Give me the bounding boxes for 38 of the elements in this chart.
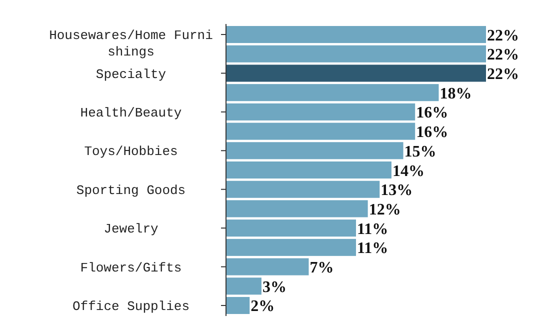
data-label: 16% bbox=[416, 124, 448, 142]
y-tick-label: Office Supplies bbox=[72, 299, 190, 314]
y-tick-label: Health/Beauty bbox=[80, 105, 182, 120]
data-label: 11% bbox=[357, 220, 388, 238]
data-label: 22% bbox=[487, 27, 519, 44]
bar bbox=[226, 200, 368, 218]
bar bbox=[226, 296, 250, 314]
y-tick-label: Sporting Goods bbox=[76, 182, 186, 198]
bar bbox=[226, 161, 392, 179]
y-tick-label: Toys/Hobbies bbox=[84, 144, 178, 160]
data-label: 14% bbox=[392, 162, 424, 180]
bar bbox=[226, 142, 404, 160]
bar bbox=[226, 278, 262, 295]
data-label: 22% bbox=[487, 46, 519, 64]
bar bbox=[226, 84, 439, 102]
bar bbox=[226, 45, 486, 62]
bar bbox=[226, 180, 380, 198]
bar bbox=[226, 238, 356, 256]
bar bbox=[226, 258, 309, 276]
data-label: 7% bbox=[310, 260, 334, 277]
data-label: 16% bbox=[416, 104, 448, 122]
bar bbox=[226, 26, 486, 44]
data-label: 12% bbox=[368, 201, 401, 218]
y-tick-label: Specialty bbox=[96, 66, 166, 82]
y-tick-label: Housewares/Home Furnishings bbox=[49, 28, 214, 60]
data-label: 15% bbox=[404, 143, 436, 160]
data-label: 22% bbox=[487, 66, 519, 83]
bar bbox=[226, 122, 416, 140]
data-label: 3% bbox=[262, 278, 286, 296]
bar bbox=[226, 220, 356, 237]
data-label: 2% bbox=[250, 298, 275, 316]
data-label: 11% bbox=[357, 240, 388, 258]
data-label: 13% bbox=[380, 182, 413, 200]
data-label: 18% bbox=[440, 85, 472, 102]
bar bbox=[226, 64, 486, 82]
y-tick-label: Jewelry bbox=[104, 222, 159, 237]
bar bbox=[226, 103, 416, 120]
y-tick-label: Flowers/Gifts bbox=[80, 260, 182, 276]
